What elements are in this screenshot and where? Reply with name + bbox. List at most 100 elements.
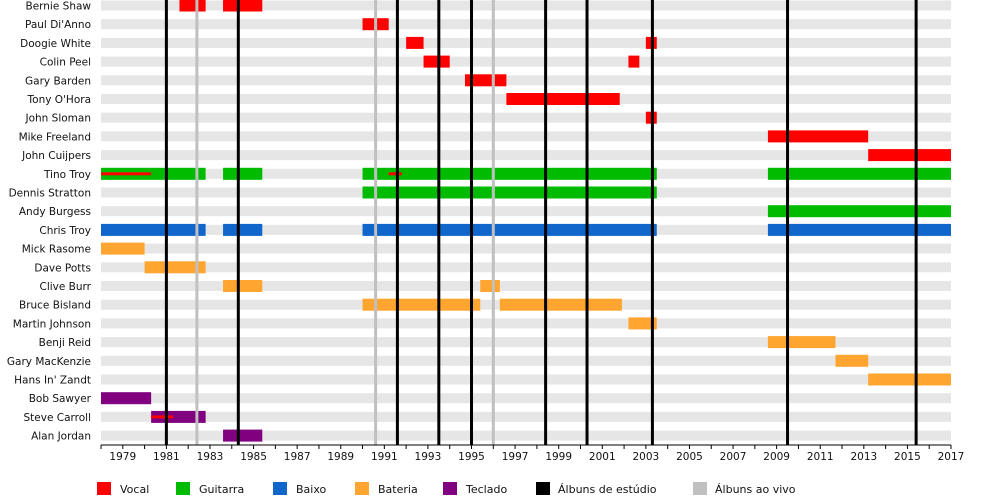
member-label: Clive Burr bbox=[40, 281, 92, 293]
bar-bass bbox=[223, 223, 263, 236]
bar-keys bbox=[223, 429, 263, 442]
row-stripe bbox=[101, 262, 951, 273]
legend-swatch-studio bbox=[536, 482, 550, 495]
row-stripe bbox=[101, 0, 951, 11]
x-tick-label: 1983 bbox=[197, 451, 224, 463]
bar-guitar bbox=[767, 205, 951, 218]
x-tick-label: 2013 bbox=[850, 451, 877, 463]
bar-keys bbox=[101, 392, 152, 405]
bar-vocal bbox=[506, 93, 620, 105]
row-stripe bbox=[101, 430, 951, 441]
member-label: Colin Peel bbox=[40, 57, 91, 69]
member-label: Bruce Bisland bbox=[19, 300, 91, 312]
legend-label-keys: Teclado bbox=[465, 483, 507, 496]
member-label: Bernie Shaw bbox=[25, 1, 91, 13]
bar-drums bbox=[499, 298, 622, 311]
row-stripe bbox=[101, 337, 951, 348]
bar-drums bbox=[868, 373, 951, 386]
row-stripe bbox=[101, 281, 951, 291]
x-tick-label: 1989 bbox=[327, 451, 354, 463]
row-stripe bbox=[101, 318, 951, 329]
x-tick-label: 2009 bbox=[763, 451, 790, 463]
bar-guitar bbox=[767, 167, 951, 180]
legend-swatch-live bbox=[693, 482, 707, 495]
member-label: Paul Di'Anno bbox=[25, 19, 91, 31]
bar-vocal bbox=[767, 130, 869, 143]
row-stripe bbox=[101, 243, 951, 254]
row-stripe bbox=[101, 150, 951, 161]
row-stripe bbox=[101, 112, 951, 123]
member-label: Dave Potts bbox=[34, 262, 91, 274]
bar-guitar bbox=[223, 167, 263, 180]
legend-label-studio: Álbuns de estúdio bbox=[558, 483, 657, 496]
member-label: Chris Troy bbox=[39, 225, 91, 237]
bar-guitar bbox=[362, 186, 657, 199]
legend-swatch-guitar bbox=[176, 482, 190, 495]
bar-vocal bbox=[868, 149, 951, 162]
legend-label-drums: Bateria bbox=[378, 483, 418, 496]
row-stripes bbox=[101, 0, 951, 441]
member-label: Martin Johnson bbox=[13, 318, 91, 330]
bar-bass bbox=[362, 223, 657, 236]
member-label: Andy Burgess bbox=[19, 206, 91, 218]
bar-drums bbox=[628, 317, 657, 330]
legend-swatch-drums bbox=[355, 482, 369, 495]
bar-vocal bbox=[406, 36, 424, 49]
x-tick-label: 2001 bbox=[589, 451, 616, 463]
bar-guitar bbox=[101, 167, 206, 180]
secondary-bar-vocal bbox=[101, 172, 152, 176]
bar-vocal bbox=[223, 0, 263, 12]
row-stripe bbox=[101, 411, 951, 422]
x-tick-label: 1981 bbox=[153, 451, 180, 463]
member-label: Tony O'Hora bbox=[27, 94, 91, 106]
member-label: Dennis Stratton bbox=[9, 188, 91, 200]
member-label: John Sloman bbox=[25, 113, 92, 125]
member-label: Alan Jordan bbox=[31, 431, 91, 443]
bar-drums bbox=[101, 242, 145, 255]
x-tick-label: 1979 bbox=[109, 451, 136, 463]
x-tick-label: 2017 bbox=[938, 451, 965, 463]
x-axis: 1979 1981 1983 1985 1987 1989 1991 1993 1995 1997… bbox=[100, 444, 965, 463]
x-tick-label: 2015 bbox=[894, 451, 921, 463]
legend-label-guitar: Guitarra bbox=[199, 483, 244, 496]
x-tick-label: 1987 bbox=[284, 451, 311, 463]
member-bars bbox=[101, 0, 951, 442]
legend-label-live: Álbuns ao vivo bbox=[715, 483, 796, 496]
bar-bass bbox=[767, 223, 951, 236]
row-stripe bbox=[101, 75, 951, 86]
bar-drums bbox=[144, 261, 206, 274]
x-tick-label: 1997 bbox=[502, 451, 529, 463]
bar-drums bbox=[767, 336, 836, 349]
row-stripe bbox=[101, 37, 951, 48]
x-tick-label: 1985 bbox=[240, 451, 267, 463]
legend-label-vocal: Vocal bbox=[120, 483, 149, 496]
bar-drums bbox=[835, 354, 869, 367]
x-tick-label: 1993 bbox=[415, 451, 442, 463]
row-stripe bbox=[101, 131, 951, 142]
member-label: Gary Barden bbox=[25, 75, 91, 87]
x-tick-label: 1999 bbox=[545, 451, 572, 463]
member-label: Mick Rasome bbox=[22, 244, 91, 256]
row-stripe bbox=[101, 56, 951, 67]
legend-swatch-bass bbox=[273, 482, 287, 495]
legend-label-bass: Baixo bbox=[296, 483, 327, 496]
bar-vocal bbox=[423, 55, 450, 68]
member-label: Bob Sawyer bbox=[29, 393, 92, 405]
row-stripe bbox=[101, 19, 951, 30]
secondary-bar-vocal bbox=[151, 415, 173, 419]
x-tick-label: 2003 bbox=[633, 451, 660, 463]
row-stripe bbox=[101, 206, 951, 217]
bar-vocal bbox=[179, 0, 206, 12]
bar-keys bbox=[151, 410, 206, 423]
member-labels: Bernie Shaw Paul Di'Anno Doogie White Colin… bbox=[7, 1, 92, 443]
legend-swatch-keys bbox=[443, 482, 457, 495]
row-stripe bbox=[101, 393, 951, 404]
bar-drums bbox=[223, 280, 263, 292]
bar-drums bbox=[480, 280, 500, 292]
legend: Vocal Guitarra Baixo Bateria Teclado Álbuns d… bbox=[97, 482, 796, 496]
bar-vocal bbox=[464, 74, 507, 87]
bar-drums bbox=[362, 298, 481, 311]
member-label: John Cuijpers bbox=[21, 150, 91, 162]
secondary-bar-vocal bbox=[388, 172, 402, 176]
